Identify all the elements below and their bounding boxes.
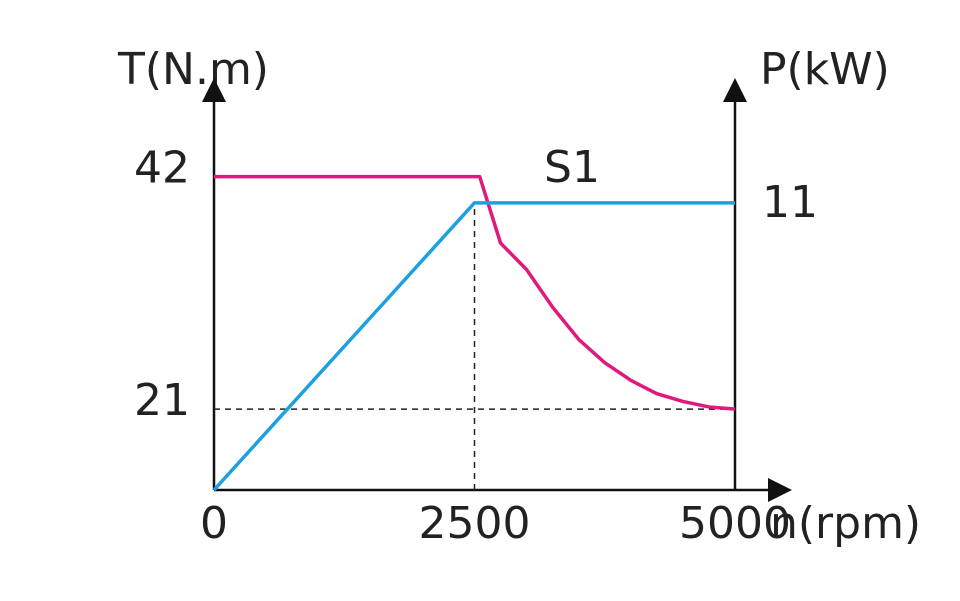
x-axis-arrow <box>768 478 792 502</box>
x-axis-label: n(rpm) <box>770 498 921 549</box>
y2-tick-label: 11 <box>762 177 818 228</box>
y2-axis-arrow <box>723 78 747 102</box>
x-tick-label: 0 <box>200 498 228 549</box>
y-axis-arrow <box>202 78 226 102</box>
y-axis-label: T(N.m) <box>117 44 269 95</box>
y-tick-label: 42 <box>134 143 190 194</box>
series-line <box>214 174 736 411</box>
series-line <box>212 201 735 492</box>
y2-axis-label: P(kW) <box>760 44 890 95</box>
annotation: S1 <box>544 142 600 193</box>
x-tick-label: 5000 <box>679 498 791 549</box>
x-tick-label: 2500 <box>419 498 531 549</box>
y-tick-label: 21 <box>134 375 190 426</box>
